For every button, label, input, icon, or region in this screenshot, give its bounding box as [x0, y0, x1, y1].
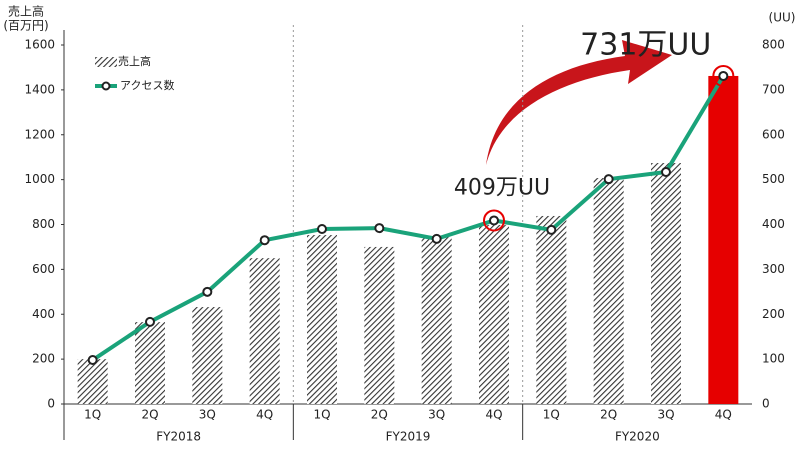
legend-label: アクセス数	[120, 79, 174, 92]
point	[259, 235, 270, 246]
y2-tick-label: 500	[762, 172, 785, 186]
point	[603, 174, 614, 185]
point	[87, 355, 98, 366]
group-label: FY2019	[386, 430, 431, 444]
x-tick-label: 3Q	[657, 408, 674, 422]
y-tick-label: 400	[32, 307, 55, 321]
y2-tick-label: 800	[762, 38, 785, 52]
x-tick-label: 2Q	[141, 408, 158, 422]
bar	[651, 163, 681, 404]
y-tick-label: 600	[32, 262, 55, 276]
y2-tick-label: 700	[762, 82, 785, 96]
bar	[364, 246, 395, 404]
legend-label: 売上高	[118, 54, 151, 68]
point	[145, 316, 155, 327]
x-tick-label: 4Q	[256, 408, 273, 422]
bar	[77, 359, 108, 404]
y2-tick-label: 100	[762, 352, 785, 366]
y-axis-label: (百万円)	[3, 19, 48, 33]
bar	[421, 237, 452, 404]
y-axis-label: 売上高	[8, 4, 44, 19]
group-label: FY2018	[156, 430, 201, 444]
bar	[593, 178, 624, 404]
x-tick-label: 1Q	[543, 408, 560, 422]
y2-tick-label: 600	[762, 127, 785, 141]
legend-swatch	[95, 57, 117, 67]
highlight-ring	[712, 64, 735, 87]
x-tick-label: 4Q	[485, 408, 502, 422]
y-tick-label: 1600	[24, 38, 55, 52]
y2-tick-label: 0	[762, 397, 770, 411]
legend-point	[101, 81, 111, 91]
group-label: FY2020	[615, 430, 660, 444]
x-tick-label: 3Q	[199, 408, 216, 422]
bar	[135, 322, 165, 404]
point	[489, 215, 499, 226]
x-tick-label: 2Q	[600, 408, 617, 422]
bar	[708, 75, 739, 405]
x-tick-label: 3Q	[428, 408, 445, 422]
x-tick-label: 4Q	[715, 408, 732, 422]
point	[661, 166, 671, 177]
point	[546, 224, 557, 235]
y2-axis-label: (UU)	[769, 11, 796, 25]
y-tick-label: 0	[47, 397, 55, 411]
point	[317, 223, 327, 234]
point	[718, 70, 729, 81]
bar	[479, 224, 509, 404]
y-tick-label: 800	[32, 217, 55, 231]
point	[374, 223, 385, 234]
highlight-ring	[483, 209, 505, 232]
line	[91, 74, 726, 362]
y-tick-label: 1000	[24, 172, 55, 186]
y2-tick-label: 400	[762, 217, 785, 231]
y-tick-label: 200	[32, 352, 55, 366]
x-tick-label: 2Q	[371, 408, 388, 422]
x-tick-label: 1Q	[84, 408, 101, 422]
value-label: 409万UU	[454, 175, 550, 200]
point	[431, 233, 442, 244]
bar	[249, 258, 280, 404]
trend-arrow	[486, 40, 672, 165]
y2-tick-label: 200	[762, 307, 785, 321]
bar	[536, 215, 567, 404]
y-tick-label: 1400	[24, 82, 55, 96]
value-label: 731万UU	[580, 27, 711, 62]
bar	[192, 307, 223, 404]
y-tick-label: 1200	[24, 127, 55, 141]
y2-tick-label: 300	[762, 262, 785, 276]
point	[202, 286, 213, 297]
bar	[307, 235, 337, 404]
x-tick-label: 1Q	[313, 408, 330, 422]
